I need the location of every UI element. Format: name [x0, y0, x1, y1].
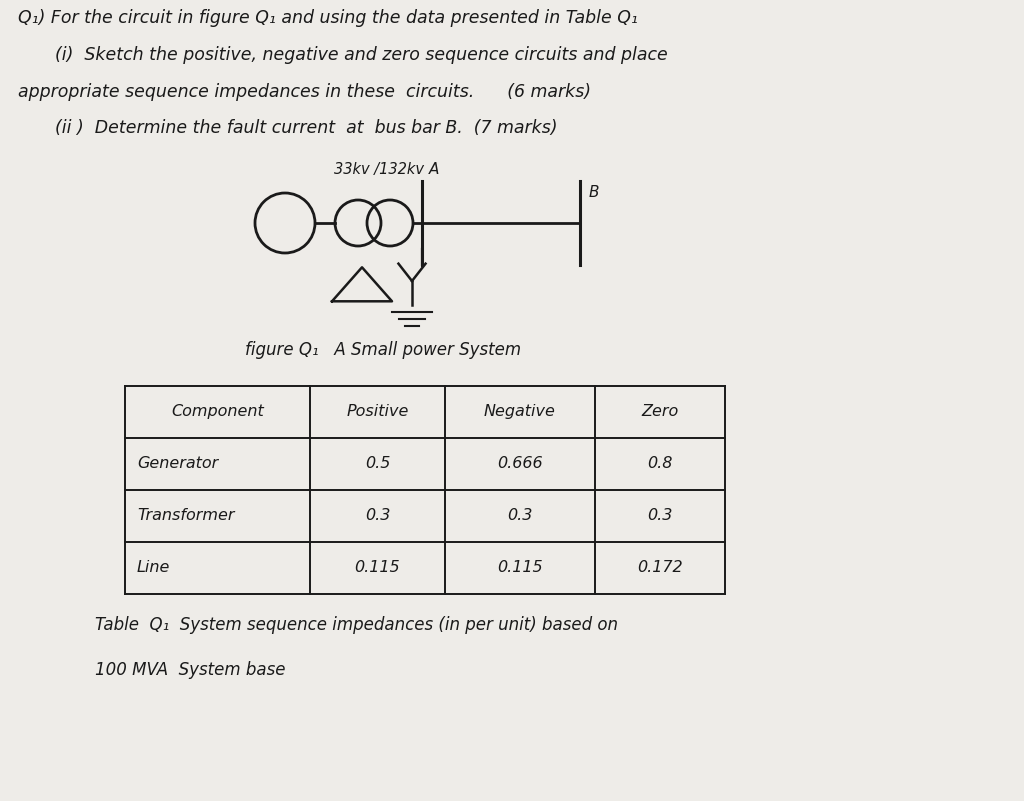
Text: Negative: Negative: [484, 405, 556, 420]
Text: 100 MVA  System base: 100 MVA System base: [95, 661, 286, 679]
Text: Component: Component: [171, 405, 264, 420]
Text: 0.3: 0.3: [647, 509, 673, 524]
Text: Table  Q₁  System sequence impedances (in per unit) based on: Table Q₁ System sequence impedances (in …: [95, 616, 618, 634]
Text: (ii )  Determine the fault current  at  bus bar B.  (7 marks): (ii ) Determine the fault current at bus…: [55, 119, 557, 137]
Text: Positive: Positive: [346, 405, 409, 420]
Text: 0.5: 0.5: [365, 457, 390, 472]
Text: 0.666: 0.666: [498, 457, 543, 472]
Text: 0.3: 0.3: [365, 509, 390, 524]
Text: Generator: Generator: [137, 457, 218, 472]
Text: 0.8: 0.8: [647, 457, 673, 472]
Text: 33kv /132kv: 33kv /132kv: [334, 162, 424, 177]
Text: A: A: [429, 162, 439, 177]
Text: Transformer: Transformer: [137, 509, 234, 524]
Text: appropriate sequence impedances in these  circuits.      (6 marks): appropriate sequence impedances in these…: [18, 83, 591, 101]
Text: B: B: [589, 185, 599, 200]
Text: 0.115: 0.115: [498, 561, 543, 575]
Text: 0.115: 0.115: [354, 561, 400, 575]
Text: Line: Line: [137, 561, 170, 575]
Text: 0.3: 0.3: [507, 509, 532, 524]
Text: figure Q₁   A Small power System: figure Q₁ A Small power System: [245, 341, 521, 359]
Text: Q₁) For the circuit in figure Q₁ and using the data presented in Table Q₁: Q₁) For the circuit in figure Q₁ and usi…: [18, 9, 638, 27]
Text: Zero: Zero: [641, 405, 679, 420]
Text: (i)  Sketch the positive, negative and zero sequence circuits and place: (i) Sketch the positive, negative and ze…: [55, 46, 668, 64]
Text: 0.172: 0.172: [637, 561, 683, 575]
